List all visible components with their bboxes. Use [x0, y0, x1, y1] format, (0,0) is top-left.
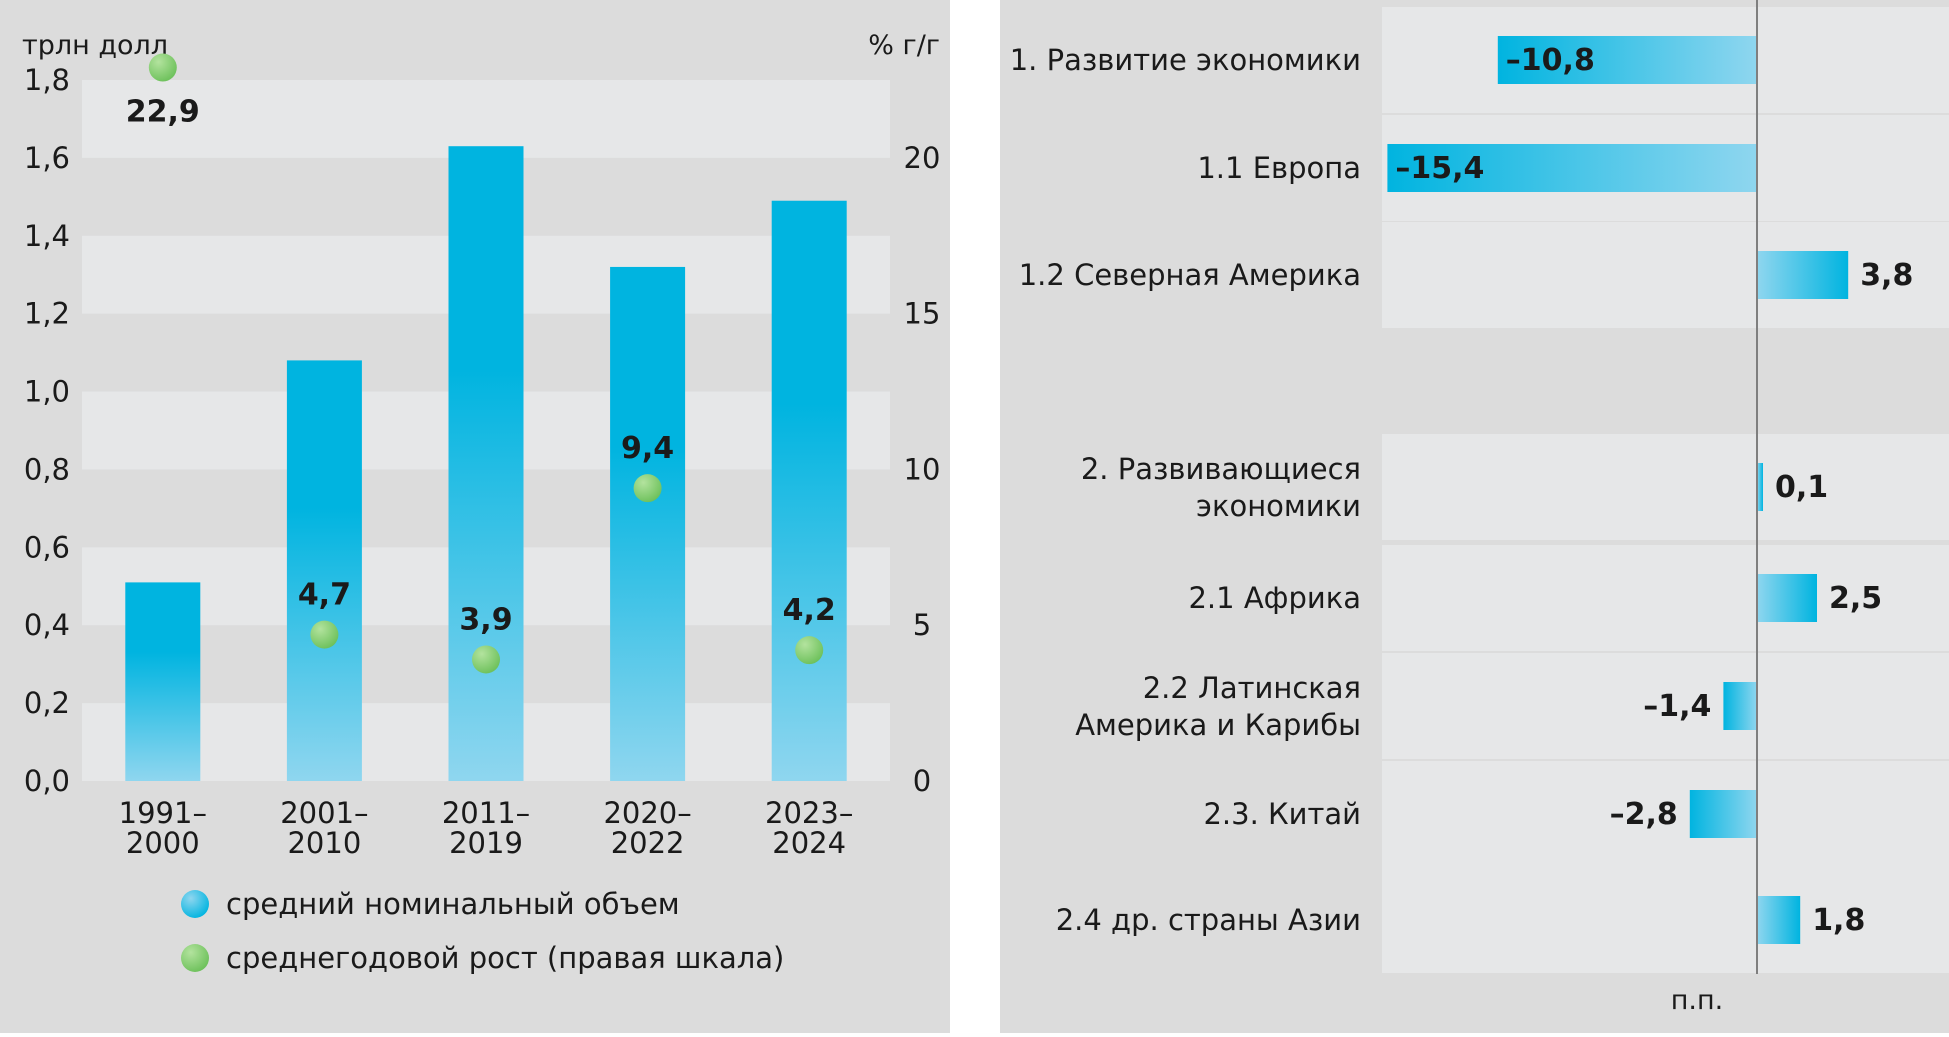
growth-point — [310, 620, 339, 649]
x-tick-label: 1991– — [119, 796, 207, 830]
x-tick-label: 2010 — [287, 826, 361, 860]
growth-data-label: 4,2 — [783, 593, 836, 628]
bar — [771, 200, 847, 781]
column-chart-panel: трлн долл % г/г 0,0 0,2 0,4 0,6 0,8 1,0 1,2 1,4 1,… — [0, 0, 950, 1033]
bar — [1757, 463, 1763, 511]
row-band — [1382, 761, 1949, 867]
bar — [1757, 896, 1801, 944]
bar — [448, 146, 524, 781]
category-label: 2. Развивающиеся — [1081, 452, 1361, 486]
bar — [610, 266, 686, 781]
horizontal-bar-chart: –10,8 1. Развитие экономики –15,4 1.1 Европ… — [1010, 0, 1949, 1016]
legend-marker-growth — [181, 944, 209, 972]
column-chart: трлн долл % г/г 0,0 0,2 0,4 0,6 0,8 1,0 1,2 1,4 1,… — [22, 30, 941, 975]
y-tick-right: 20 — [904, 141, 941, 175]
bar-data-label: 0,1 — [1775, 470, 1828, 505]
bar-data-label: –10,8 — [1506, 43, 1595, 78]
y-tick-left: 0,8 — [24, 452, 70, 486]
y-tick-left: 1,6 — [24, 141, 70, 175]
y-axis-right-title: % г/г — [868, 30, 940, 61]
row-band — [1382, 434, 1949, 540]
category-label: 1.2 Северная Америка — [1019, 258, 1361, 292]
bar-data-label: 3,8 — [1860, 258, 1913, 293]
row-band — [1382, 653, 1949, 759]
growth-data-label: 22,9 — [126, 95, 200, 130]
bar-data-label: 2,5 — [1829, 581, 1882, 616]
y-tick-right: 10 — [904, 452, 941, 486]
bar-data-label: –1,4 — [1643, 689, 1711, 724]
x-tick-label: 2001– — [280, 796, 368, 830]
growth-data-label: 3,9 — [459, 602, 512, 637]
y-tick-left: 0,6 — [24, 530, 70, 564]
y-tick-left: 0,0 — [24, 764, 70, 798]
bar — [286, 360, 362, 781]
category-label: 2.1 Африка — [1188, 581, 1361, 615]
y-tick-right: 0 — [913, 764, 931, 798]
growth-point — [472, 645, 500, 674]
y-tick-left: 1,4 — [24, 219, 70, 253]
bar-data-label: 1,8 — [1812, 903, 1865, 938]
category-label: 2.2 Латинская — [1143, 671, 1361, 705]
category-label: 2.3. Китай — [1203, 797, 1361, 831]
bar — [1497, 36, 1757, 84]
y-tick-left: 1,0 — [24, 375, 70, 409]
x-tick-label: 2019 — [449, 826, 523, 860]
growth-data-label: 4,7 — [298, 578, 351, 613]
grid-band — [82, 80, 890, 158]
bar — [1689, 790, 1757, 838]
growth-data-label: 9,4 — [621, 431, 674, 466]
x-tick-label: 2020– — [603, 796, 691, 830]
x-tick-label: 2022 — [611, 826, 685, 860]
bar — [125, 582, 201, 781]
x-tick-label: 2011– — [442, 796, 530, 830]
bar-data-label: –2,8 — [1610, 797, 1678, 832]
bar-data-label: –15,4 — [1395, 151, 1484, 186]
row-band — [1382, 222, 1949, 328]
category-label: Америка и Карибы — [1075, 708, 1361, 742]
bar-chart-panel: –10,8 1. Развитие экономики –15,4 1.1 Европ… — [1000, 0, 1949, 1033]
growth-point — [148, 53, 177, 82]
y-tick-right: 5 — [913, 608, 931, 642]
x-axis-unit-label: п.п. — [1671, 985, 1723, 1016]
growth-point — [633, 474, 662, 503]
y-tick-left: 1,8 — [24, 63, 70, 97]
y-axis-left-title: трлн долл — [22, 30, 168, 61]
bar — [1757, 251, 1849, 299]
legend-label-growth: среднегодовой рост (правая шкала) — [226, 941, 784, 975]
bar — [1387, 144, 1757, 192]
row-band — [1382, 867, 1949, 973]
category-label: 1.1 Европа — [1197, 151, 1361, 185]
legend-label-volume: средний номинальный объем — [226, 887, 680, 921]
category-label: экономики — [1196, 489, 1361, 523]
y-tick-left: 0,2 — [24, 686, 70, 720]
growth-point — [795, 636, 824, 665]
y-tick-right: 15 — [904, 297, 941, 331]
category-label: 1. Развитие экономики — [1010, 43, 1361, 77]
y-tick-left: 0,4 — [24, 608, 70, 642]
category-label: 2.4 др. страны Азии — [1056, 903, 1361, 937]
legend-marker-volume — [181, 890, 209, 918]
x-tick-label: 2000 — [126, 826, 200, 860]
y-tick-left: 1,2 — [24, 297, 70, 331]
x-tick-label: 2024 — [772, 826, 846, 860]
row-band — [1382, 545, 1949, 651]
bar — [1757, 574, 1817, 622]
bar — [1723, 682, 1757, 730]
x-tick-label: 2023– — [765, 796, 853, 830]
